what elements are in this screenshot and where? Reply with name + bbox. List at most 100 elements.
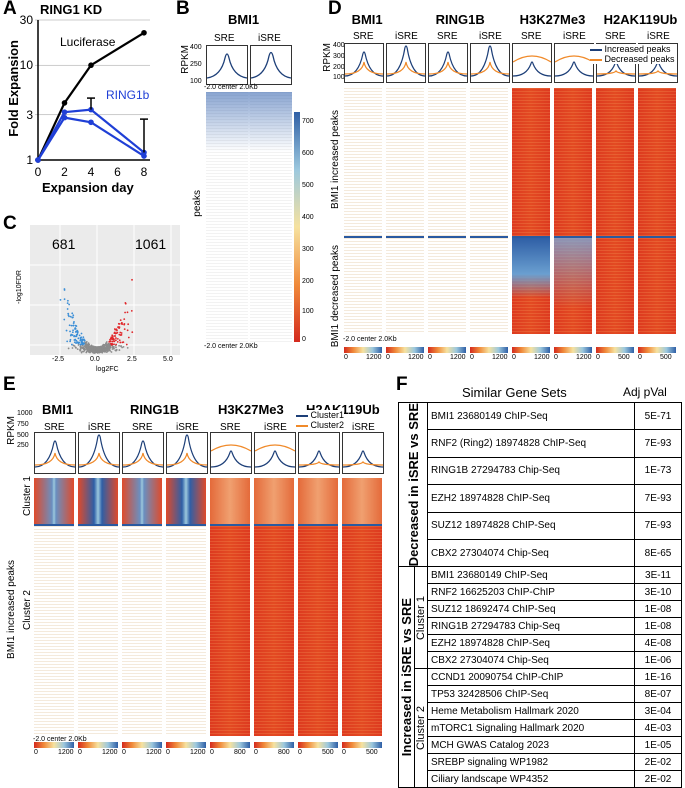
e-cbar-max: 800 xyxy=(278,749,290,756)
c-point xyxy=(127,336,130,339)
gene-set-row: SUZ12 18974828 ChIP-Seq 7E-93 xyxy=(399,511,682,540)
c-point xyxy=(131,331,134,334)
c-point xyxy=(110,351,113,353)
gene-set-row: CBX2 27304074 Chip-Seq 1E-06 xyxy=(399,651,682,670)
panel-b-col-isre: iSRE xyxy=(258,33,281,44)
c-point xyxy=(113,335,116,337)
d-profile xyxy=(470,43,510,83)
c-point xyxy=(88,347,91,350)
d-cbar-min: 0 xyxy=(470,354,474,361)
d-col-label: iSRE xyxy=(479,31,502,42)
c-point xyxy=(111,338,113,341)
e-legend-cluster2: Cluster2 xyxy=(310,420,345,430)
f-header-sets: Similar Gene Sets xyxy=(462,385,567,400)
e-split-line xyxy=(254,524,294,526)
c-point xyxy=(104,349,107,352)
profile-line-1 xyxy=(554,61,594,77)
f-group-increased-cell: Increased in iSRE vs SRE xyxy=(398,566,415,788)
c-point xyxy=(91,349,94,351)
e-cluster1-block xyxy=(78,478,118,524)
c-xlabel: log2FC xyxy=(96,366,119,373)
c-count-left: 681 xyxy=(52,236,76,252)
c-point xyxy=(69,334,72,337)
d-colorbar xyxy=(554,347,592,353)
f-group-decreased: Decreased in iSRE vs SRE xyxy=(405,403,421,567)
gene-set-pval: 8E-07 xyxy=(634,685,682,704)
d-group-h2ak119ub: H2AK119Ub xyxy=(603,12,678,27)
e-colorbar xyxy=(78,742,118,748)
c-point xyxy=(76,341,78,344)
c-point xyxy=(77,341,80,344)
d-group-bmi1: BMI1 xyxy=(351,12,383,27)
profile-line-2 xyxy=(122,452,164,466)
c-point xyxy=(120,321,123,324)
d-cbar-min: 0 xyxy=(512,354,516,361)
c-point xyxy=(122,341,125,344)
c-point xyxy=(103,350,106,353)
e-cbar-min: 0 xyxy=(210,749,214,756)
c-point xyxy=(85,340,88,343)
profile-line-2 xyxy=(166,452,208,466)
c-point xyxy=(115,337,117,339)
d-heatmap-texture xyxy=(428,88,466,334)
b-cbar-tick: 500 xyxy=(302,182,314,189)
d-cbar-max: 1200 xyxy=(534,354,550,361)
b-cbar-tick: 400 xyxy=(302,214,314,221)
d-heatmap-texture xyxy=(386,88,424,334)
profile-line-1 xyxy=(386,45,426,77)
c-point xyxy=(66,302,69,304)
c-point xyxy=(108,348,110,351)
b-cbar-tick: 200 xyxy=(302,278,314,285)
c-point xyxy=(118,349,121,351)
c-point xyxy=(66,340,69,343)
c-point xyxy=(67,314,70,317)
d-heatmap-column xyxy=(596,88,634,334)
d-col-label: SRE xyxy=(437,31,458,42)
c-point xyxy=(81,350,84,353)
c-point xyxy=(83,339,86,342)
b-colorbar xyxy=(294,112,300,342)
c-point xyxy=(78,334,81,337)
e-rpkm: RPKM xyxy=(6,416,17,445)
gene-set-name: RNF2 16625203 ChIP-ChIP xyxy=(427,583,635,602)
e-col-label: iSRE xyxy=(176,422,199,433)
c-point xyxy=(83,338,85,341)
c-point xyxy=(83,342,86,345)
gene-set-table: Decreased in iSRE vs SRE BMI1 23680149 Ch… xyxy=(398,401,682,788)
a-point xyxy=(141,29,147,36)
c-point xyxy=(105,346,108,349)
profile-line-1 xyxy=(122,440,164,468)
d-profile xyxy=(344,43,384,83)
c-point xyxy=(111,340,114,343)
d-split-line xyxy=(470,236,508,238)
gene-set-name: BMI1 23680149 ChIP-Seq xyxy=(427,566,635,585)
c-point xyxy=(108,340,111,343)
e-row-label-increased: BMI1 increased peaks xyxy=(6,560,17,659)
d-cbar-max: 500 xyxy=(660,354,672,361)
a-point xyxy=(88,62,94,69)
gene-set-name: mTORC1 Signaling Hallmark 2020 xyxy=(427,719,635,738)
profile-line-1 xyxy=(470,45,510,77)
c-point xyxy=(87,342,90,345)
gene-set-row: Cluster 2 CCND1 20090754 ChIP-ChIP 1E-16 xyxy=(399,668,682,788)
a-xtick: 6 xyxy=(114,165,121,179)
a-point xyxy=(88,119,94,126)
c-point xyxy=(74,331,77,333)
d-cbar-max: 1200 xyxy=(576,354,592,361)
e-group-ring1b: RING1B xyxy=(130,402,180,417)
gene-set-name: EZH2 18974828 ChIP-Seq xyxy=(427,484,635,513)
gene-set-pval: 1E-06 xyxy=(634,651,682,670)
c-point xyxy=(82,350,85,353)
c-point xyxy=(73,341,76,344)
c-point xyxy=(97,346,99,348)
c-point xyxy=(67,312,70,315)
f-group-decreased-cell: Decreased in iSRE vs SRE xyxy=(398,401,428,568)
gene-set-pval: 4E-08 xyxy=(634,634,682,653)
e-cluster1-block xyxy=(122,478,162,524)
gene-set-pval: 3E-04 xyxy=(634,702,682,721)
c-point xyxy=(125,343,128,346)
profile-line-1 xyxy=(210,450,252,468)
c-point xyxy=(59,298,62,301)
gene-set-row: EZH2 18974828 ChIP-Seq 7E-93 xyxy=(399,484,682,513)
c-xtick: 0.0 xyxy=(90,356,100,363)
